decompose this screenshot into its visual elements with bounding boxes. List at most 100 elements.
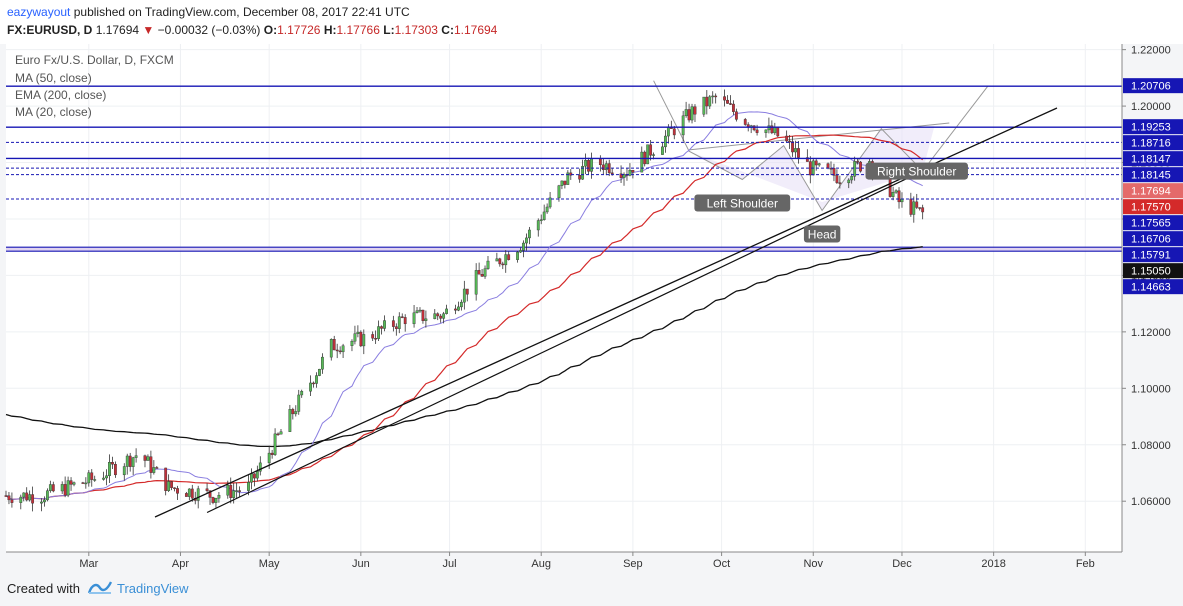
candle-body <box>332 339 336 351</box>
price-label: 1.17694 <box>1123 183 1183 199</box>
candle-body <box>226 484 230 496</box>
price-label: 1.20706 <box>1123 78 1183 94</box>
candle-body <box>184 493 188 497</box>
price-label: 1.14663 <box>1123 279 1183 295</box>
candle-body <box>356 331 360 334</box>
candle-body <box>622 174 626 178</box>
price-label-box <box>1123 279 1183 295</box>
candle <box>439 313 443 323</box>
candle <box>341 343 345 359</box>
candle-body <box>587 160 590 172</box>
candle-body <box>545 206 549 213</box>
candle <box>111 456 114 469</box>
open-label: O: <box>263 23 278 37</box>
candle <box>318 368 321 377</box>
candle-body <box>377 326 380 339</box>
candle <box>421 309 425 324</box>
y-tick-label: 1.12000 <box>1131 327 1171 339</box>
candle-body <box>743 119 747 125</box>
x-tick-label: 2018 <box>981 558 1005 570</box>
candle-body <box>462 288 466 303</box>
candle <box>442 311 446 324</box>
candle <box>480 269 484 277</box>
candle-body <box>504 254 508 266</box>
candle <box>72 481 76 487</box>
candle-body <box>459 301 463 308</box>
candle <box>436 312 440 321</box>
candle <box>48 480 52 493</box>
candle-body <box>273 433 277 455</box>
candle <box>584 153 587 175</box>
candle-body <box>791 141 794 153</box>
candle <box>664 130 667 153</box>
candle-body <box>628 170 632 176</box>
candle-body <box>208 490 212 498</box>
candle-body <box>276 433 280 436</box>
time-axis[interactable]: Mar Apr May Jun Jul Aug Sep Oct Nov Dec 2018 Feb <box>79 552 1095 570</box>
candle-body <box>187 488 191 497</box>
tradingview-logo-icon[interactable] <box>88 579 112 595</box>
candle <box>105 469 108 486</box>
candle-body <box>335 349 339 352</box>
chart-pane[interactable] <box>6 44 1122 552</box>
candle <box>764 129 768 138</box>
candle <box>560 180 564 190</box>
candle-body <box>40 501 43 504</box>
candle <box>708 94 712 109</box>
candle <box>403 314 407 332</box>
candle <box>134 448 138 463</box>
candle <box>909 192 913 217</box>
candle <box>681 110 685 142</box>
candle <box>563 180 567 189</box>
candle <box>711 91 715 104</box>
tradingview-brand-link[interactable]: TradingView <box>117 581 189 596</box>
candle-body <box>359 331 363 347</box>
candle <box>81 481 85 484</box>
candle <box>279 429 283 435</box>
candle <box>462 280 466 310</box>
price-label-text: 1.18145 <box>1131 170 1171 182</box>
candle-body <box>247 482 250 491</box>
candle <box>853 156 857 181</box>
candle-body <box>217 494 221 499</box>
candle <box>60 481 64 494</box>
candle-body <box>714 95 718 98</box>
candle-body <box>619 173 623 178</box>
candle-body <box>480 274 484 277</box>
candle-body <box>690 106 694 121</box>
candle <box>338 346 342 355</box>
candle <box>155 466 159 469</box>
candle <box>294 405 298 417</box>
price-axis[interactable]: 1.220001.200001.180001.160001.140001.120… <box>1122 45 1183 509</box>
candle-body <box>69 480 73 485</box>
candle-body <box>108 462 111 476</box>
published-text: published on TradingView.com, December 0… <box>73 5 410 19</box>
publication-line: eazywayout published on TradingView.com,… <box>7 5 410 19</box>
candle-body <box>72 482 76 485</box>
price-chart[interactable]: Left Shoulder Head Right Shoulder 1.22000 1… <box>0 44 1183 572</box>
candle-body <box>909 198 913 215</box>
candle-body <box>687 109 691 121</box>
candle-body <box>60 484 64 492</box>
candle <box>102 471 105 481</box>
candle-body <box>578 175 582 180</box>
candle-body <box>90 472 94 480</box>
candle-body <box>693 106 697 115</box>
candle-body <box>776 127 780 137</box>
candle-body <box>522 242 525 251</box>
footer: Created with TradingView <box>0 572 1183 606</box>
candle <box>465 288 469 302</box>
candle <box>850 173 854 184</box>
candle <box>601 158 605 175</box>
candle-body <box>661 146 664 155</box>
candle <box>258 456 262 476</box>
candle-body <box>288 409 292 432</box>
candle <box>394 323 398 336</box>
candle <box>90 469 94 487</box>
author-link[interactable]: eazywayout <box>7 5 71 19</box>
y-tick-label: 1.08000 <box>1131 440 1171 452</box>
candle-body <box>134 455 138 458</box>
candle-body <box>897 190 901 203</box>
candle-body <box>131 457 135 467</box>
candle <box>149 450 153 479</box>
